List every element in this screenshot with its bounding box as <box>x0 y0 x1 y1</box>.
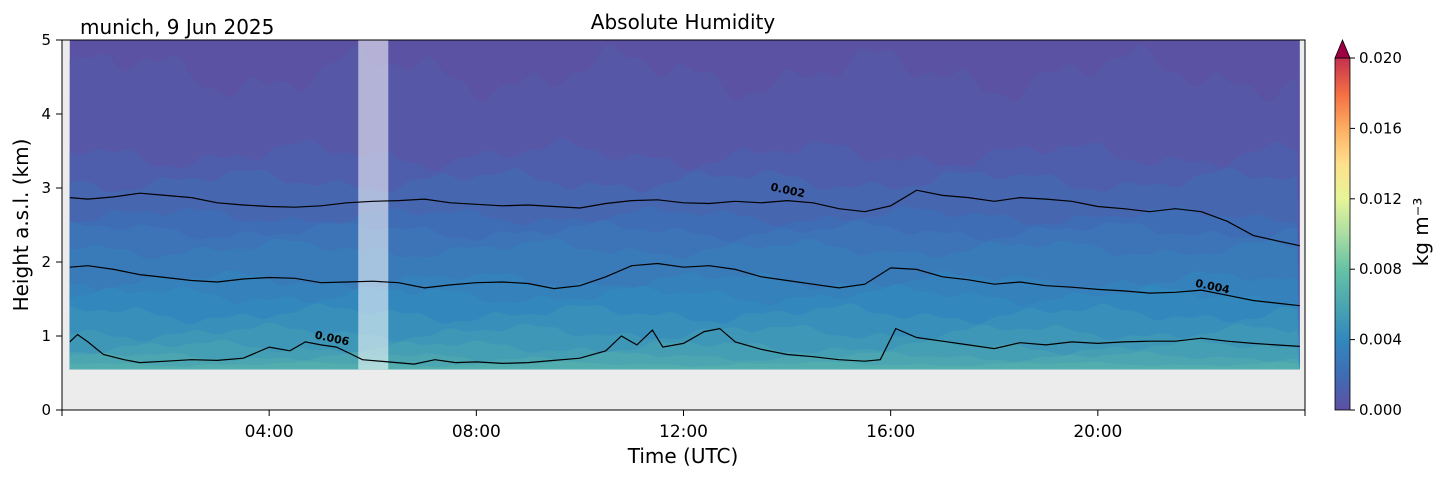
y-tick-label: 5 <box>41 31 51 49</box>
y-tick-label: 4 <box>41 105 51 123</box>
y-tick-label: 1 <box>41 327 51 345</box>
x-tick-label: 20:00 <box>1073 422 1122 442</box>
y-tick-label: 2 <box>41 253 51 271</box>
x-tick-label: 04:00 <box>245 422 294 442</box>
y-axis: 0 1 2 3 4 5 <box>41 31 62 419</box>
chart-subtitle: munich, 9 Jun 2025 <box>80 15 274 39</box>
x-tick-label: 16:00 <box>866 422 915 442</box>
colorbar-extend-arrow <box>1334 38 1351 59</box>
contour-lines <box>69 189 1300 365</box>
colorbar-tick-label: 0.000 <box>1359 401 1402 419</box>
colorbar-tick-label: 0.020 <box>1359 49 1402 67</box>
x-tick-label: 12:00 <box>659 422 708 442</box>
contour-line-0.004 <box>69 262 1300 307</box>
x-axis-label: Time (UTC) <box>627 444 739 468</box>
y-tick-label: 3 <box>41 179 51 197</box>
colorbar-tick-label: 0.008 <box>1359 260 1402 278</box>
colorbar-scale <box>1334 57 1351 411</box>
humidity-filled-contours <box>69 40 1300 370</box>
x-axis: 04:00 08:00 12:00 16:00 20:00 <box>61 410 1306 442</box>
colorbar-tick-label: 0.004 <box>1359 331 1402 349</box>
contour-line-0.002 <box>69 189 1300 247</box>
contour-line-0.006 <box>69 327 1300 365</box>
gap-band <box>358 40 389 370</box>
colorbar-tick-label: 0.012 <box>1359 190 1402 208</box>
y-tick-label: 0 <box>41 401 51 419</box>
chart-title: Absolute Humidity <box>591 10 776 34</box>
colorbar-tick-label: 0.016 <box>1359 119 1402 137</box>
colorbar-ticks: 0.000 0.004 0.008 0.012 0.016 0.020 <box>1350 49 1402 419</box>
colorbar-label: kg m⁻³ <box>1409 198 1433 267</box>
data-gap-band <box>358 40 389 370</box>
x-tick-label: 08:00 <box>452 422 501 442</box>
colorbar: 0.000 0.004 0.008 0.012 0.016 0.020 kg m⁻³ <box>1334 38 1433 419</box>
y-axis-label: Height a.s.l. (km) <box>9 139 33 312</box>
